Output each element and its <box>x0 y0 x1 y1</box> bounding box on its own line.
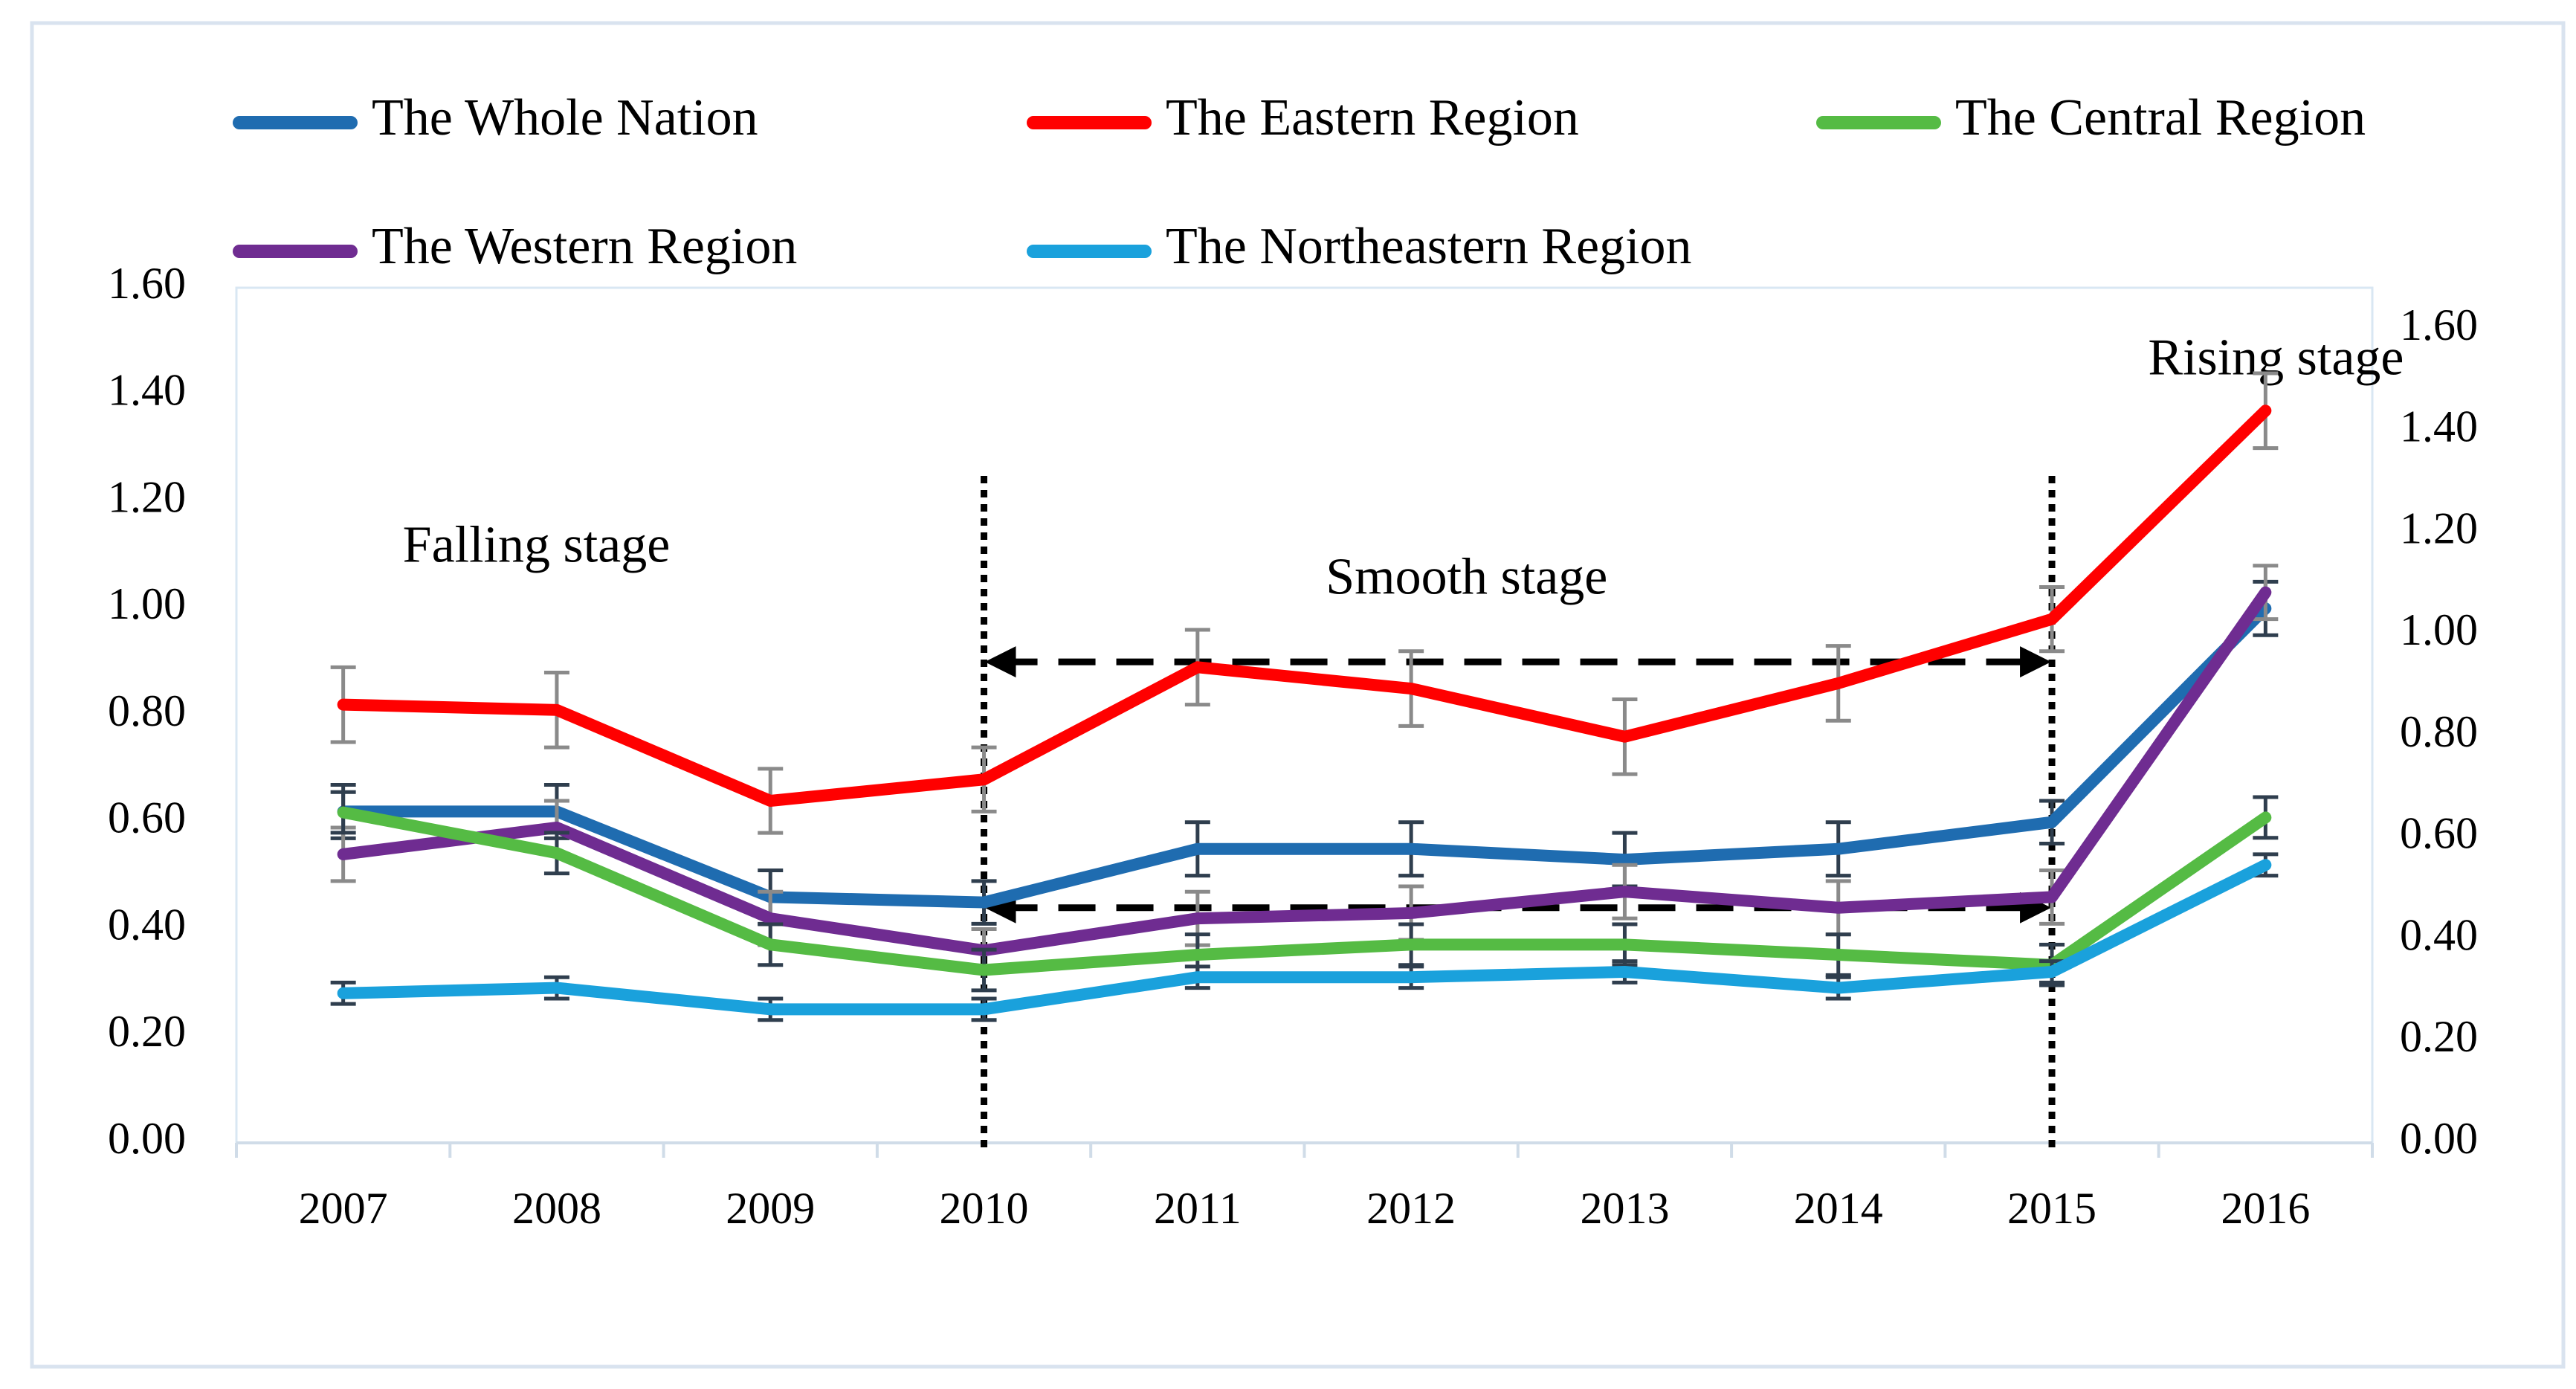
y-tick-label: 0.80 <box>108 686 186 735</box>
legend: The Whole Nation The Eastern Region The Ce… <box>233 89 2366 275</box>
x-tick-label: 2007 <box>299 1184 388 1233</box>
series-line <box>337 602 2272 909</box>
series-layer <box>330 371 2279 1022</box>
annotations: Falling stage Smooth stage Rising stage <box>403 329 2404 1151</box>
series-group <box>330 564 2279 974</box>
y-tick-label: 0.20 <box>108 1007 186 1056</box>
y2-tick-label: 0.00 <box>2400 1114 2478 1163</box>
series-group <box>330 579 2279 926</box>
legend-label: The Whole Nation <box>372 89 758 146</box>
y-tick-label: 1.60 <box>108 259 186 308</box>
y-tick-label: 1.00 <box>108 579 186 628</box>
x-tick-label: 2014 <box>1794 1184 1883 1233</box>
x-tick-label: 2016 <box>2221 1184 2310 1233</box>
series-line <box>337 586 2272 957</box>
x-tick-label: 2011 <box>1154 1184 1242 1233</box>
y2-tick-label: 0.60 <box>2400 809 2478 858</box>
legend-label: The Eastern Region <box>1166 89 1579 146</box>
y2-tick-label: 1.20 <box>2400 503 2478 552</box>
stage-label: Rising stage <box>2148 329 2404 387</box>
series-line <box>337 806 2272 976</box>
y-tick-label: 0.40 <box>108 900 186 949</box>
series-line <box>337 859 2272 1016</box>
y2-tick-label: 1.40 <box>2400 402 2478 451</box>
x-tick-label: 2012 <box>1366 1184 1456 1233</box>
y2-tick-label: 0.80 <box>2400 707 2478 756</box>
y-tick-label: 1.20 <box>108 472 186 521</box>
series-line <box>337 405 2272 807</box>
series-group <box>330 852 2279 1022</box>
y-tick-label: 1.40 <box>108 366 186 415</box>
y2-tick-label: 1.00 <box>2400 605 2478 654</box>
y-tick-label: 0.60 <box>108 793 186 842</box>
legend-label: The Western Region <box>372 218 797 275</box>
x-tick-label: 2009 <box>726 1184 815 1233</box>
y2-tick-label: 1.60 <box>2400 300 2478 349</box>
x-tick-label: 2013 <box>1580 1184 1669 1233</box>
y-tick-label: 0.00 <box>108 1114 186 1163</box>
series-group <box>330 371 2279 835</box>
stage-label: Falling stage <box>403 516 671 573</box>
legend-label: The Central Region <box>1955 89 2366 146</box>
axes: 2007 2008 2009 2010 2011 2012 2013 2014 2015 2016… <box>108 259 2478 1233</box>
x-tick-label: 2015 <box>2007 1184 2096 1233</box>
x-tick-label: 2008 <box>512 1184 601 1233</box>
stage-label: Smooth stage <box>1326 548 1607 605</box>
legend-label: The Northeastern Region <box>1166 218 1692 275</box>
y2-tick-label: 0.40 <box>2400 910 2478 959</box>
y2-tick-label: 0.20 <box>2400 1012 2478 1061</box>
series-group <box>330 790 2279 993</box>
x-tick-label: 2010 <box>940 1184 1029 1233</box>
